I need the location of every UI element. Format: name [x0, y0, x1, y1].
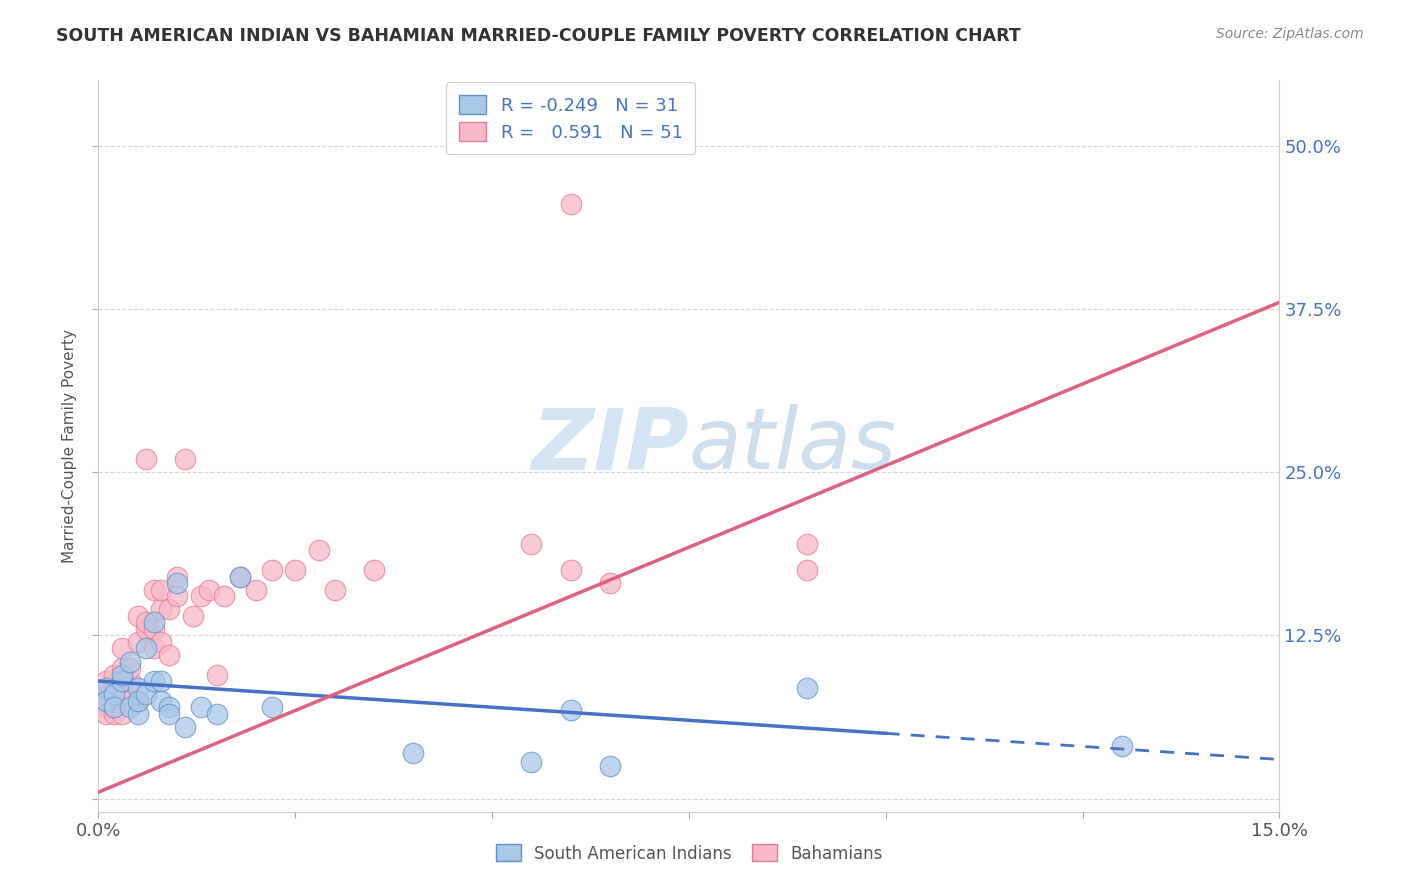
Point: [560, 563, 582, 577]
Point: [127, 706, 149, 721]
Point: [142, 641, 165, 656]
Point: [118, 694, 141, 708]
Point: [560, 197, 582, 211]
Point: [260, 700, 283, 714]
Point: [284, 563, 307, 577]
Text: SOUTH AMERICAN INDIAN VS BAHAMIAN MARRIED-COUPLE FAMILY POVERTY CORRELATION CHAR: SOUTH AMERICAN INDIAN VS BAHAMIAN MARRIE…: [56, 27, 1021, 45]
Point: [96, 674, 118, 689]
Point: [796, 681, 818, 695]
Point: [174, 720, 197, 734]
Point: [402, 746, 425, 760]
Point: [127, 681, 149, 695]
Point: [157, 602, 180, 616]
Point: [150, 635, 173, 649]
Point: [96, 694, 118, 708]
Point: [190, 589, 212, 603]
Point: [111, 641, 134, 656]
Point: [157, 700, 180, 714]
Point: [166, 569, 188, 583]
Point: [245, 582, 267, 597]
Point: [127, 635, 149, 649]
Point: [111, 674, 134, 689]
Point: [150, 602, 173, 616]
Point: [150, 674, 173, 689]
Point: [111, 706, 134, 721]
Point: [103, 706, 125, 721]
Point: [323, 582, 346, 597]
Point: [111, 661, 134, 675]
Point: [96, 700, 118, 714]
Point: [166, 576, 188, 591]
Point: [118, 700, 141, 714]
Point: [96, 687, 118, 701]
Point: [135, 641, 157, 656]
Point: [142, 615, 165, 630]
Point: [363, 563, 385, 577]
Point: [135, 622, 157, 636]
Point: [260, 563, 283, 577]
Point: [197, 582, 219, 597]
Point: [142, 582, 165, 597]
Point: [111, 687, 134, 701]
Point: [520, 755, 543, 769]
Point: [229, 569, 252, 583]
Point: [118, 661, 141, 675]
Point: [96, 694, 118, 708]
Point: [127, 694, 149, 708]
Point: [520, 537, 543, 551]
Point: [157, 648, 180, 662]
Point: [796, 537, 818, 551]
Point: [205, 667, 228, 681]
Point: [599, 759, 621, 773]
Point: [796, 563, 818, 577]
Text: ZIP: ZIP: [531, 404, 689, 488]
Point: [127, 608, 149, 623]
Legend: South American Indians, Bahamians: South American Indians, Bahamians: [489, 838, 889, 869]
Point: [103, 700, 125, 714]
Point: [205, 706, 228, 721]
Point: [190, 700, 212, 714]
Point: [118, 655, 141, 669]
Point: [150, 694, 173, 708]
Point: [308, 543, 330, 558]
Point: [142, 674, 165, 689]
Point: [229, 569, 252, 583]
Point: [103, 687, 125, 701]
Point: [1111, 739, 1133, 754]
Point: [142, 622, 165, 636]
Point: [103, 667, 125, 681]
Point: [181, 608, 204, 623]
Point: [166, 589, 188, 603]
Point: [214, 589, 236, 603]
Point: [103, 700, 125, 714]
Text: atlas: atlas: [689, 404, 897, 488]
Point: [135, 615, 157, 630]
Point: [157, 706, 180, 721]
Point: [135, 452, 157, 467]
Y-axis label: Married-Couple Family Poverty: Married-Couple Family Poverty: [62, 329, 77, 563]
Point: [96, 706, 118, 721]
Point: [111, 667, 134, 681]
Point: [560, 703, 582, 717]
Point: [599, 576, 621, 591]
Point: [150, 582, 173, 597]
Point: [118, 674, 141, 689]
Point: [127, 694, 149, 708]
Text: Source: ZipAtlas.com: Source: ZipAtlas.com: [1216, 27, 1364, 41]
Point: [96, 681, 118, 695]
Point: [174, 452, 197, 467]
Point: [135, 687, 157, 701]
Point: [103, 681, 125, 695]
